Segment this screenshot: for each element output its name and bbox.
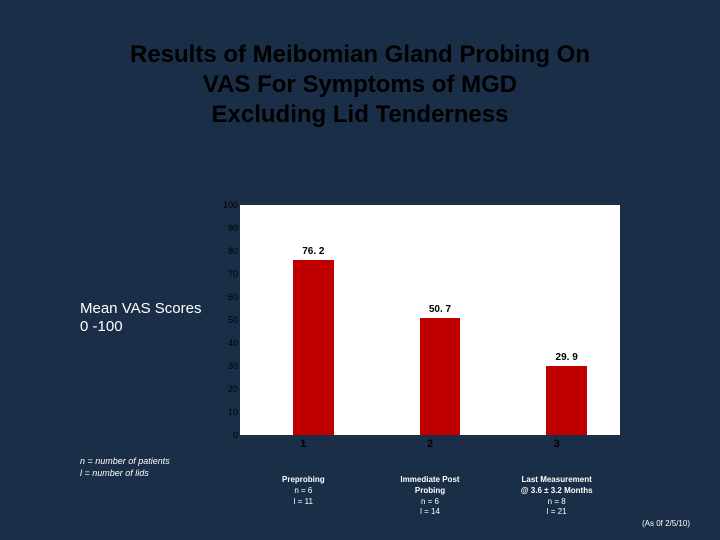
y-tick: 0 (198, 430, 238, 440)
slide-title: Results of Meibomian Gland Probing On VA… (0, 0, 720, 130)
x-tick-label: 2 (427, 438, 433, 450)
plot-area: 76. 2 50. 7 29. 9 (240, 205, 620, 435)
bar-chart: 76. 250. 729. 9 010203040506070809010012… (230, 205, 620, 450)
footnote-line1: n = number of patients (80, 456, 170, 466)
bar-value-label: 29. 9 (546, 352, 587, 363)
bar-value-label: 50. 7 (420, 304, 461, 315)
title-line-3: Excluding Lid Tenderness (212, 101, 509, 128)
y-axis-title-line2: 0 -100 (80, 318, 123, 335)
y-tick: 30 (198, 361, 238, 371)
category-label: Preprobingn = 6l = 11 (282, 475, 325, 507)
y-tick: 100 (198, 200, 238, 210)
y-tick: 70 (198, 269, 238, 279)
bar: 50. 7 (420, 318, 461, 435)
y-tick: 40 (198, 338, 238, 348)
category-label: Last Measurement@ 3.6 ± 3.2 Monthsn = 8l… (521, 475, 593, 518)
footnote-line2: l = number of lids (80, 468, 149, 478)
as-of-note: (As 0f 2/5/10) (642, 519, 690, 528)
category-label: Immediate PostProbingn = 6l = 14 (400, 475, 459, 518)
x-tick-label: 1 (300, 438, 306, 450)
bar: 29. 9 (546, 366, 587, 435)
title-line-1: Results of Meibomian Gland Probing On (130, 41, 590, 68)
title-line-2: VAS For Symptoms of MGD (203, 71, 517, 98)
y-tick: 20 (198, 384, 238, 394)
y-tick: 60 (198, 292, 238, 302)
x-tick-label: 3 (554, 438, 560, 450)
footnote: n = number of patients l = number of lid… (80, 456, 170, 479)
y-tick: 90 (198, 223, 238, 233)
y-tick: 10 (198, 407, 238, 417)
y-tick: 50 (198, 315, 238, 325)
bar: 76. 2 (293, 260, 334, 435)
bar-value-label: 76. 2 (293, 246, 334, 257)
y-axis-title-line1: Mean VAS Scores (80, 300, 201, 317)
y-tick: 80 (198, 246, 238, 256)
